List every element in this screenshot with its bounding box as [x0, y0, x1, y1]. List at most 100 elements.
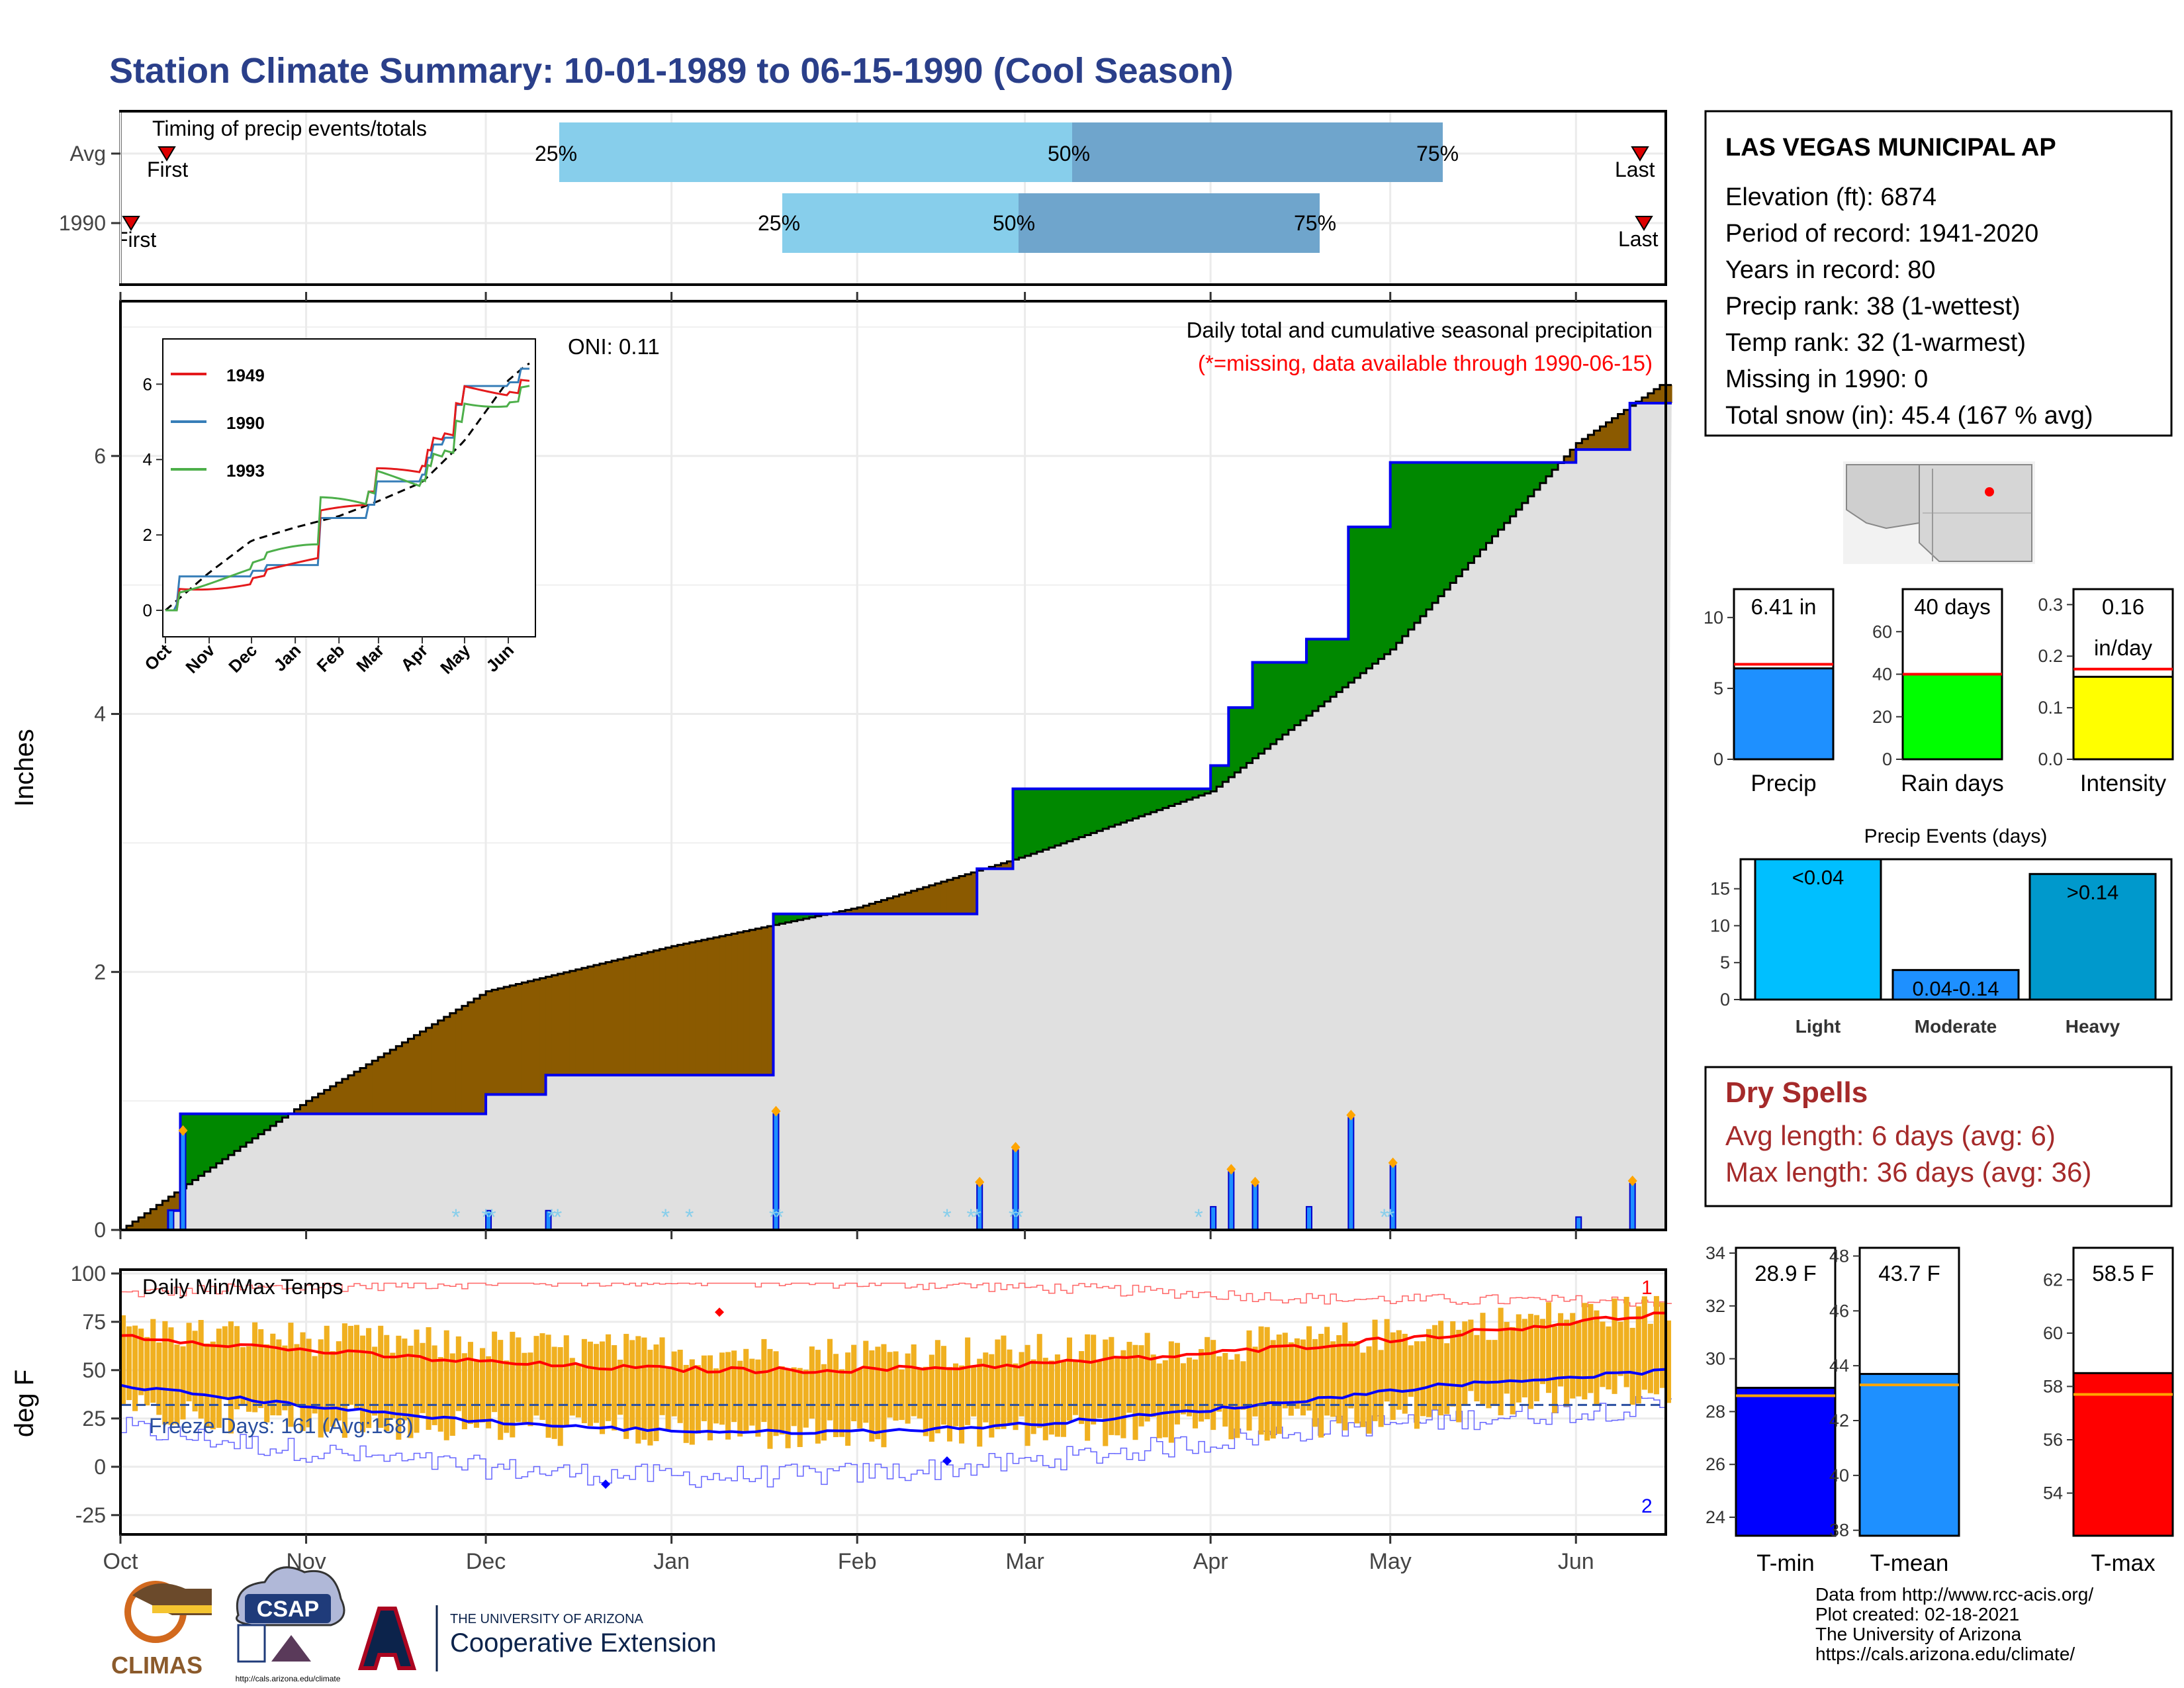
event-bar-label: <0.04	[1792, 866, 1844, 889]
daily-temp-bar	[767, 1348, 773, 1449]
precip-ytick-label: 10	[1704, 608, 1723, 628]
below-avg-segment	[767, 926, 774, 1076]
ua-logo: THE UNIVERSITY OF ARIZONA Cooperative Ex…	[357, 1605, 716, 1671]
daily-temp-bar	[1222, 1352, 1228, 1427]
daily-temp-bar	[341, 1323, 347, 1438]
daily-temp-bar	[647, 1350, 653, 1446]
below-avg-segment	[934, 883, 942, 914]
temp-ytick-label: 100	[71, 1262, 106, 1286]
daily-temp-bar	[569, 1358, 575, 1416]
daily-temp-bar	[522, 1352, 527, 1425]
above-avg-segment	[1527, 462, 1535, 496]
above-avg-segment	[1360, 527, 1367, 673]
daily-temp-bar	[1097, 1360, 1103, 1419]
daily-temp-bar	[911, 1344, 917, 1417]
below-avg-segment	[1588, 434, 1594, 450]
above-avg-segment	[1504, 462, 1511, 524]
above-avg-segment	[1432, 462, 1439, 603]
daily-temp-bar	[353, 1325, 360, 1409]
above-avg-segment	[1103, 788, 1109, 829]
daily-temp-bar	[959, 1365, 965, 1444]
daily-temp-bar	[1527, 1313, 1533, 1409]
record-min-line	[120, 1396, 1672, 1488]
daily-temp-bar	[731, 1350, 737, 1423]
above-avg-segment	[1300, 662, 1307, 721]
above-avg-segment	[1258, 662, 1265, 754]
daily-temp-bar	[683, 1364, 689, 1443]
daily-temp-bar	[965, 1337, 971, 1425]
daily-temp-bar	[516, 1337, 522, 1423]
below-avg-segment	[168, 1196, 175, 1211]
above-avg-segment	[1091, 788, 1097, 833]
below-avg-segment	[695, 941, 702, 1076]
below-avg-segment	[473, 998, 480, 1114]
below-avg-segment	[545, 976, 553, 1076]
snow-asterisk: *	[481, 1205, 490, 1230]
daily-temp-bar	[905, 1353, 911, 1424]
below-avg-segment	[144, 1213, 151, 1230]
snow-marker	[771, 1105, 781, 1117]
daily-temp-bar	[264, 1344, 270, 1423]
daily-temp-bar	[833, 1354, 839, 1437]
footer-line-2: Plot created: 02-18-2021	[1815, 1604, 2019, 1624]
daily-temp-bar	[539, 1333, 545, 1421]
daily-temp-bar	[983, 1352, 989, 1423]
below-avg-segment	[138, 1217, 145, 1230]
below-avg-segment	[330, 1086, 337, 1114]
precip-events-chart: Precip Events (days) 0 5 10 15 <0.04 Light 0.0…	[1710, 825, 2173, 1037]
daily-temp-bar	[1348, 1341, 1354, 1409]
above-avg-segment	[234, 1113, 241, 1151]
below-avg-segment	[1659, 385, 1666, 403]
avg-last-label: Last	[1615, 158, 1655, 181]
below-avg-segment	[641, 953, 649, 1076]
intensity-ytick-label: 0.1	[2038, 698, 2063, 718]
below-avg-segment	[887, 898, 894, 914]
inset-legend: 1949 1990 1993	[171, 365, 265, 481]
below-avg-segment	[174, 1192, 181, 1211]
daily-temp-bar	[1001, 1335, 1007, 1429]
below-avg-segment	[953, 878, 960, 914]
above-avg-segment	[1252, 662, 1259, 759]
above-avg-segment	[1384, 527, 1391, 655]
below-avg-segment	[1647, 393, 1655, 403]
below-avg-segment	[917, 889, 924, 914]
daily-temp-bar	[977, 1358, 983, 1447]
above-avg-segment	[1030, 788, 1038, 854]
below-avg-segment	[420, 1031, 427, 1114]
daily-temp-bar	[192, 1331, 198, 1412]
above-avg-segment	[1342, 639, 1349, 688]
above-avg-segment	[785, 914, 792, 923]
daily-temp-bar	[665, 1368, 671, 1432]
below-avg-segment	[629, 956, 636, 1076]
daily-temp-bar	[1264, 1327, 1270, 1441]
inset-ytick-label: 2	[143, 525, 152, 545]
above-avg-segment	[1120, 788, 1128, 823]
daily-temp-bar	[1366, 1346, 1372, 1434]
daily-temp-bar	[1318, 1333, 1324, 1438]
station-info-line: Temp rank: 32 (1-warmest)	[1725, 329, 2026, 357]
month-label: Jun	[1558, 1549, 1594, 1574]
timing-panel: Timing of precip events/totals Avg 1990 …	[59, 110, 1667, 286]
daily-temp-bar	[1576, 1320, 1582, 1397]
1990-first-label: First	[115, 228, 156, 252]
daily-temp-bar	[1252, 1346, 1258, 1417]
above-avg-segment	[1522, 462, 1529, 503]
above-avg-segment	[1438, 462, 1445, 596]
daily-temp-bar	[1462, 1321, 1468, 1405]
rain_days-value: 40 days	[1914, 594, 1991, 619]
above-avg-segment	[1354, 527, 1361, 678]
daily-temp-bar	[210, 1341, 216, 1430]
above-avg-segment	[1492, 462, 1499, 537]
below-avg-segment	[294, 1109, 301, 1114]
daily-temp-bar	[1186, 1357, 1193, 1417]
daily-temp-bar	[473, 1360, 480, 1428]
daily-temp-bar	[881, 1344, 887, 1448]
below-avg-segment	[1641, 397, 1649, 403]
below-avg-segment	[719, 936, 726, 1076]
ua-logo-small: THE UNIVERSITY OF ARIZONA	[450, 1612, 644, 1626]
daily-temp-bar	[1300, 1339, 1306, 1416]
above-avg-segment	[1156, 788, 1163, 810]
above-avg-segment	[1085, 788, 1091, 835]
precip-ytick-label: 5	[1713, 679, 1723, 698]
tmean-ytick-label: 38	[1829, 1521, 1849, 1540]
